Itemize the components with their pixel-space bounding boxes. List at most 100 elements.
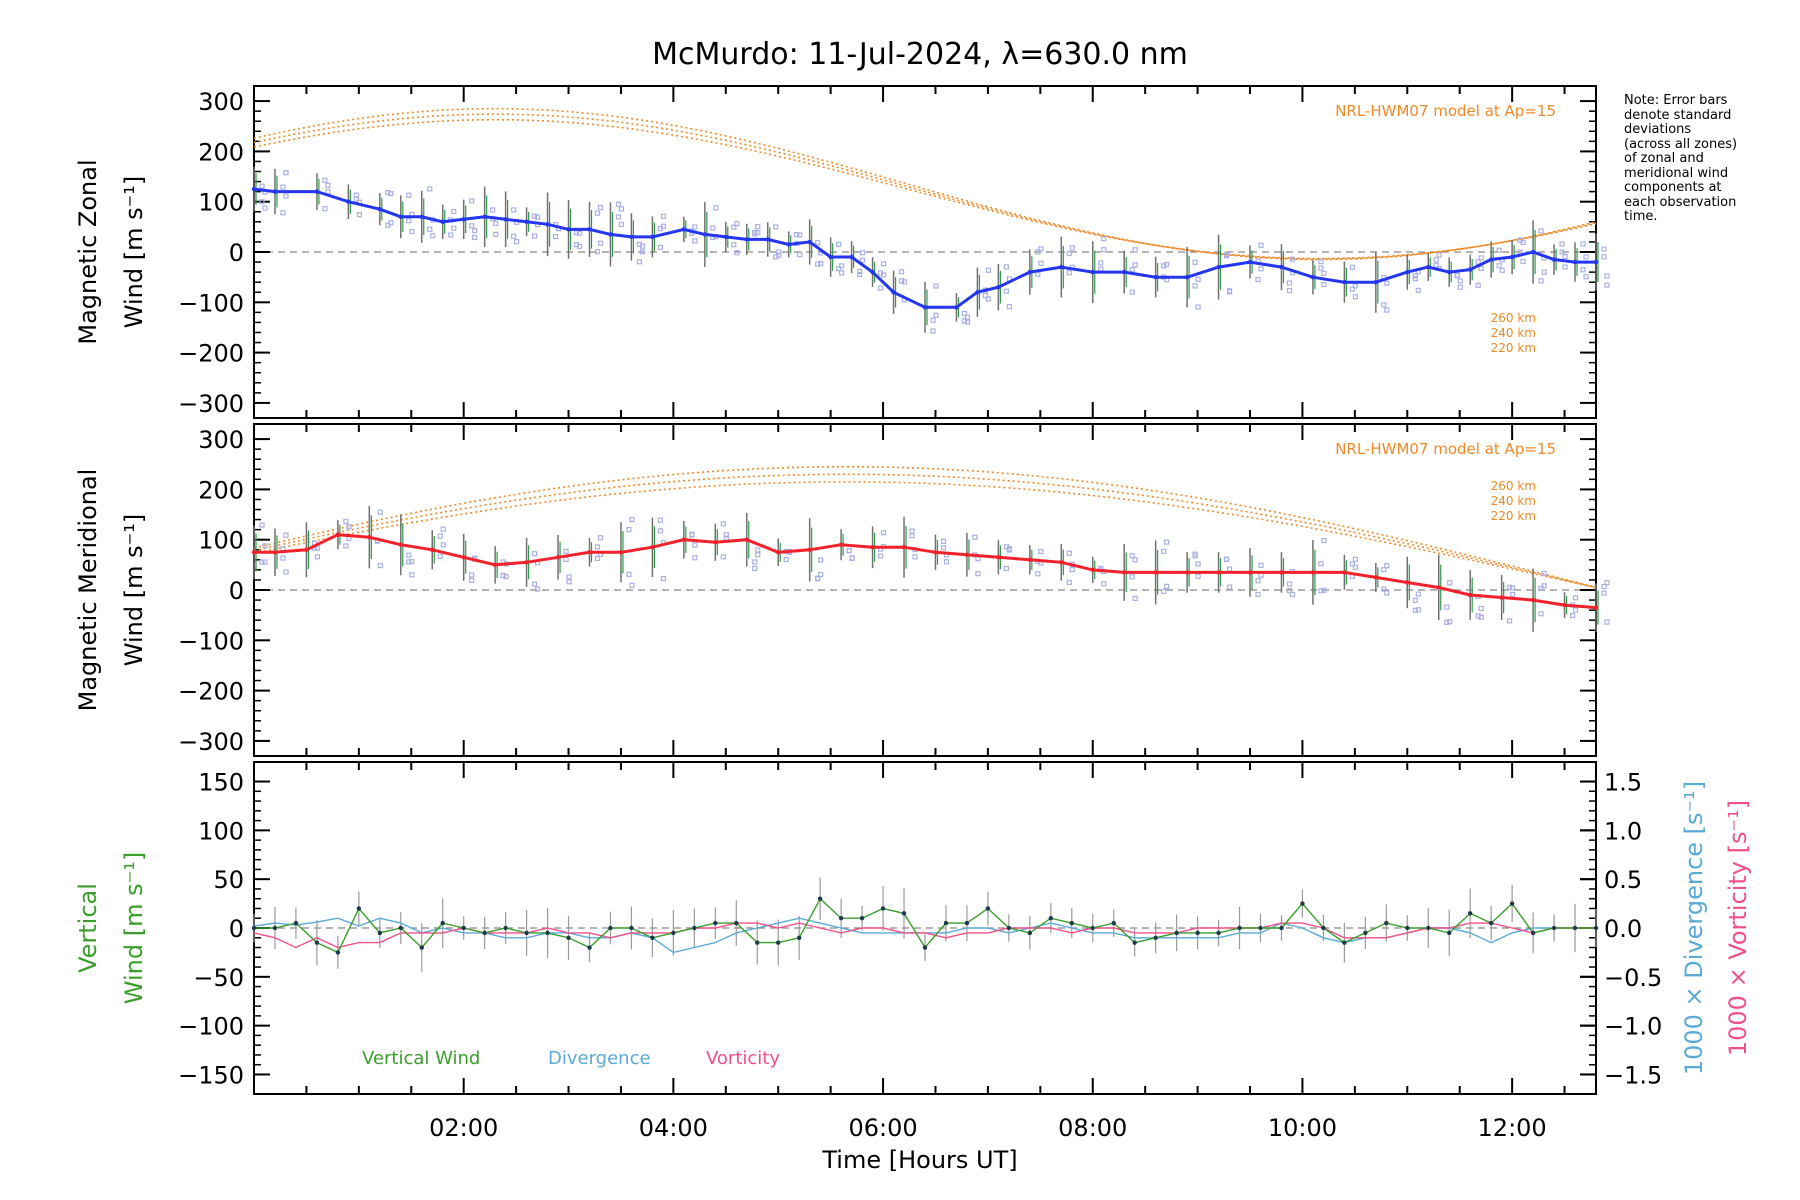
zone-marker: [1572, 595, 1579, 601]
data-point: [1027, 557, 1033, 563]
model-curve: [253, 107, 1597, 261]
zone-marker: [437, 553, 443, 559]
data-point: [1122, 570, 1127, 575]
zone-marker: [1223, 556, 1230, 562]
zone-marker: [1192, 553, 1198, 559]
data-point: [1300, 901, 1305, 906]
zone-marker: [283, 170, 289, 176]
y2-tick-label: 1.5: [1604, 769, 1642, 797]
y-tick-label: 100: [198, 527, 244, 555]
zone-marker: [1286, 287, 1293, 294]
zone-marker: [1066, 270, 1072, 276]
zone-marker: [262, 543, 268, 549]
data-point: [1436, 585, 1441, 590]
zone-marker: [1066, 550, 1072, 556]
zone-marker: [1496, 263, 1502, 269]
data-point: [335, 950, 341, 955]
y-axis-label: Wind [m s⁻¹]: [120, 176, 148, 328]
zone-marker: [1475, 259, 1481, 265]
y2-tick-label: 1.0: [1604, 817, 1642, 845]
data-point: [1027, 930, 1033, 936]
y2-tick-label: 0.0: [1604, 915, 1642, 943]
zone-marker: [794, 232, 800, 238]
zone-marker: [839, 270, 845, 276]
y-tick-label: 200: [198, 476, 244, 504]
zone-marker: [1035, 571, 1041, 577]
zone-marker: [776, 249, 782, 255]
zone-marker: [636, 259, 643, 265]
data-point: [1530, 930, 1536, 936]
zone-marker: [1415, 607, 1421, 613]
zone-marker: [511, 207, 517, 213]
zone-marker: [448, 232, 454, 238]
data-point: [765, 237, 770, 242]
note-line: components at: [1624, 180, 1722, 195]
y-tick-label: 200: [198, 138, 244, 166]
data-point: [419, 214, 424, 219]
zone-marker: [1192, 259, 1198, 265]
zone-marker: [783, 557, 789, 563]
zone-marker: [1164, 583, 1170, 589]
y-tick-label: 300: [198, 88, 244, 116]
zone-marker: [1286, 280, 1293, 286]
zone-marker: [1433, 262, 1439, 269]
zone-marker: [1321, 587, 1327, 593]
data-point: [398, 925, 403, 931]
data-point: [587, 227, 592, 232]
zone-marker: [353, 192, 359, 198]
zone-marker: [1478, 605, 1484, 612]
zone-marker: [406, 559, 412, 565]
zone-marker: [1226, 288, 1233, 294]
zone-marker: [563, 548, 569, 555]
data-point: [807, 239, 812, 245]
zone-marker: [755, 552, 761, 558]
y-tick-label: −200: [178, 678, 244, 706]
zone-marker: [353, 196, 359, 202]
zone-marker: [1352, 294, 1358, 300]
data-point: [723, 234, 728, 240]
zone-marker: [1384, 280, 1390, 286]
zone-marker: [849, 555, 855, 561]
zone-marker: [511, 233, 517, 239]
zone-marker: [1381, 566, 1387, 573]
zone-marker: [857, 271, 863, 278]
legend-entry: Vertical Wind: [362, 1048, 480, 1069]
zone-marker: [469, 198, 475, 204]
zone-marker: [1601, 590, 1607, 596]
zone-marker: [940, 545, 947, 551]
data-point: [650, 545, 655, 550]
zone-marker: [1415, 287, 1421, 294]
zone-marker: [594, 249, 601, 255]
zone-marker: [1604, 619, 1610, 625]
zone-marker: [1129, 574, 1135, 580]
zone-marker: [500, 572, 506, 579]
zone-marker: [626, 527, 632, 533]
data-point: [1373, 575, 1379, 580]
legend-entry: Vorticity: [706, 1048, 780, 1069]
zone-marker: [259, 522, 265, 528]
zone-marker: [1412, 597, 1418, 604]
zone-marker: [409, 572, 415, 578]
y-tick-label: 100: [198, 817, 244, 845]
zone-marker: [1318, 561, 1324, 567]
data-point: [1467, 267, 1473, 272]
zone-marker: [1499, 267, 1505, 273]
data-point: [996, 555, 1001, 560]
data-point: [901, 545, 907, 550]
zone-marker: [1003, 565, 1009, 572]
zone-marker: [1580, 241, 1586, 247]
y-tick-label: −100: [178, 289, 244, 317]
data-point: [618, 550, 624, 555]
zone-marker: [1101, 236, 1107, 242]
zone-marker: [912, 554, 918, 560]
zone-marker: [1195, 276, 1201, 282]
zone-marker: [566, 574, 572, 580]
zone-marker: [930, 317, 936, 323]
data-point: [681, 537, 687, 542]
data-point: [1310, 570, 1316, 575]
zone-marker: [657, 244, 664, 251]
data-point: [1373, 279, 1379, 285]
data-point: [545, 222, 550, 227]
zone-marker: [1412, 276, 1418, 282]
zone-marker: [752, 559, 758, 565]
